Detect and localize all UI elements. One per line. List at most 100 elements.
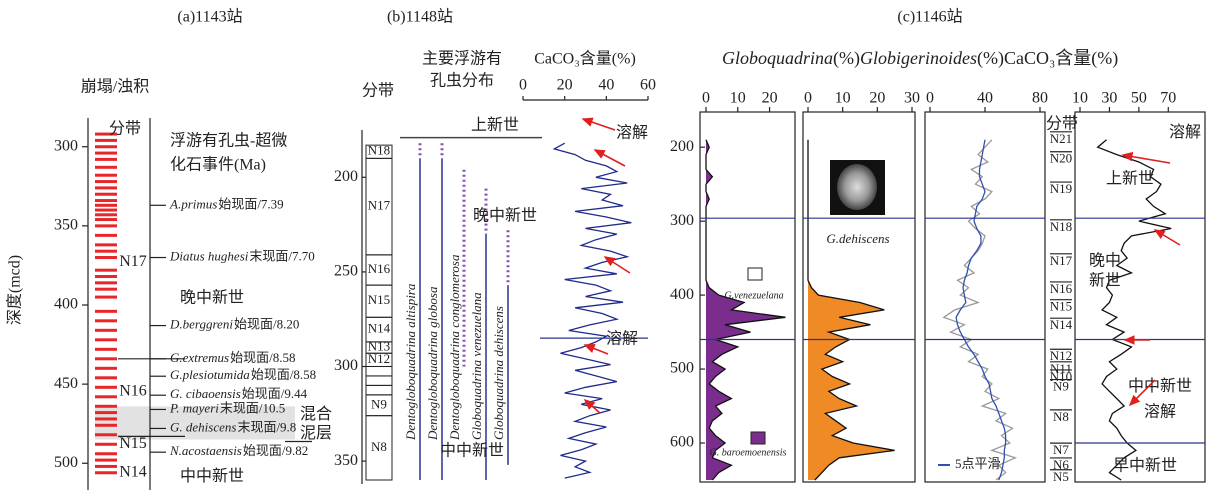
turbidite [95,213,117,217]
turbidite [95,433,117,437]
species-name: Globoquadrina venezuelana [469,292,484,440]
y-tick-label: 450 [54,375,78,392]
zone-label: N5 [1053,469,1069,484]
axis-title: CaCO₃含量(%) [534,50,636,68]
zone-header: 分带 [109,120,141,138]
zone-label: N17 [119,253,147,270]
y-tick-label: 300 [670,212,694,229]
turbidite [95,268,117,272]
event-species: Diatus hughesi [169,249,249,264]
arrow [1121,151,1171,164]
zone-label: N12 [1050,348,1072,363]
event-species: A.primus [169,196,217,211]
turbidite [95,464,117,468]
epoch-label: 中中新世 [440,441,504,459]
panel-title: (a)1143站 [177,8,242,26]
event-text: 始现面/8.58 [251,367,316,382]
zone-header: 分带 [362,82,394,100]
zone-label: N14 [119,463,147,480]
turbidite [95,417,117,421]
x-tick-label: 20 [557,77,573,94]
venezuelana-icon [747,267,763,281]
zone-box [365,365,393,377]
zone-box [365,384,393,396]
turbidite [95,423,117,427]
x-tick-label: 40 [977,90,993,107]
species-name: Globoquadrina dehiscens [491,306,506,440]
turbidite [95,347,117,351]
column-title: 崩塌/浊积 [81,78,149,96]
mixed-layer-label: 混合 [300,405,332,423]
epoch-label: 晚中 [1089,251,1121,269]
smoothed-curve [955,139,1007,481]
axis-title: Globigerinoides [860,48,977,68]
zone-label: N18 [368,143,390,158]
x-tick-label: 0 [804,90,812,107]
zone-label: N10 [1050,369,1072,384]
turbidite [95,145,117,149]
turbidite [95,173,117,177]
plot-frame [802,111,916,483]
epoch-label: 中中新世 [180,467,244,485]
turbidite [95,471,117,475]
y-tick-label: 350 [54,217,78,234]
turbidite [95,199,117,203]
turbidite [95,395,117,399]
epoch-label: 新世 [1089,271,1121,289]
mixed-layer [95,406,295,440]
events-header: 浮游有孔虫-超微 [170,132,287,150]
x-tick-label: 70 [1160,90,1176,107]
turbidite [95,192,117,196]
species-name: Dentogloboquadrina conglomerosa [447,254,462,441]
zone-label: N8 [1053,409,1069,424]
x-tick-label: 0 [702,90,710,107]
dissolution-label: 溶解 [606,330,638,348]
arrow [603,256,631,274]
event-text: 始现面/8.20 [234,317,299,332]
arrow [1153,229,1181,246]
event-text: 末现面/10.5 [220,400,285,415]
panel-title: (c)1146站 [897,8,962,26]
y-tick-label: 400 [670,286,694,303]
zone-label: N16 [368,261,391,276]
event-species: N.acostaensis [169,443,242,458]
zone-label: N12 [368,351,390,366]
zone-label: N14 [1050,317,1073,332]
y-tick-label: 500 [54,454,78,471]
turbidite [95,275,117,279]
axis-title: (%) [833,48,860,69]
zone-label: N17 [1050,253,1073,268]
y-tick-label: 200 [670,138,694,155]
turbidite [95,338,117,342]
epoch-label: 中中新世 [1128,377,1192,395]
event-species: G. dehiscens [170,419,236,434]
axis-title: Globoquadrina [722,48,833,68]
curve [807,139,895,481]
axis-title: CaCO₃含量(%) [1004,48,1118,69]
arrow [1128,379,1156,407]
turbidite [95,233,117,237]
turbidite [95,218,117,222]
turbidite [95,319,117,323]
events-header: 化石事件(Ma) [170,156,266,174]
turbidite [95,186,117,190]
y-tick-label: 300 [54,137,78,154]
epoch-label: 早中新世 [1113,456,1177,474]
event-text: 始现面/7.39 [218,196,283,211]
zone-label: N19 [1050,181,1072,196]
y-tick-label: 200 [334,168,358,185]
zone-label: N9 [371,396,387,411]
turbidite [95,249,117,253]
turbidite [95,328,117,332]
zone-label: N20 [1050,151,1072,166]
curve [705,139,786,481]
x-tick-label: 20 [869,90,885,107]
turbidite [95,458,117,462]
turbidite [95,180,117,184]
x-tick-label: 10 [835,90,851,107]
arrow [583,398,601,414]
event-text: 末现面/9.8 [237,419,296,434]
y-tick-label: 300 [334,357,358,374]
x-tick-label: 30 [1101,90,1117,107]
